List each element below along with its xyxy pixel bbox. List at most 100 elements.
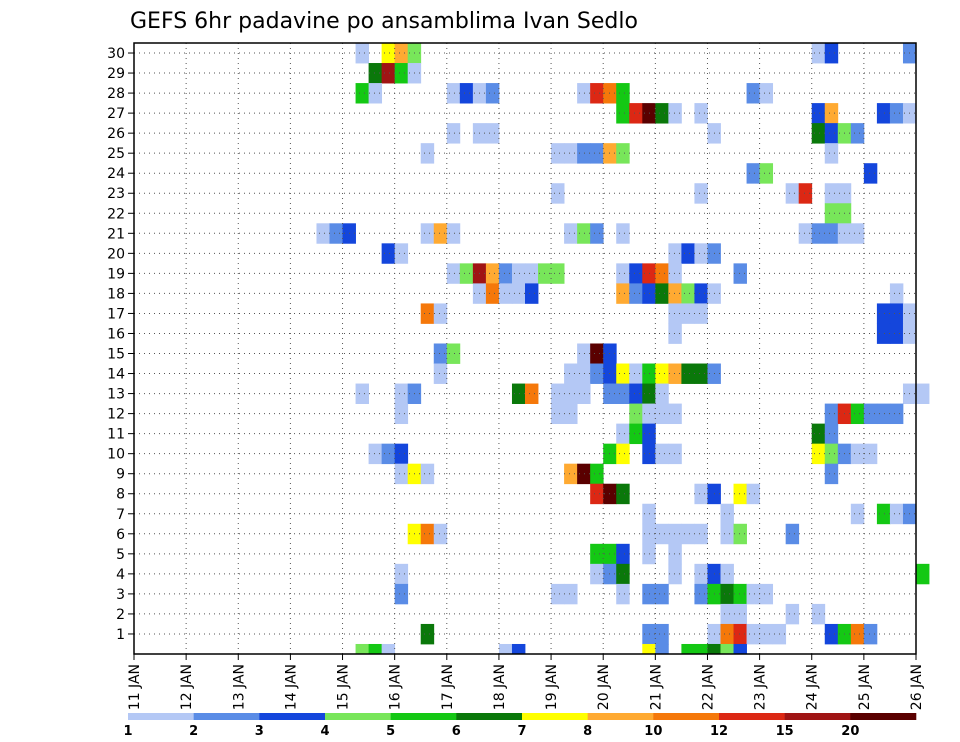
legend-label: 20 — [841, 724, 859, 739]
legend-label: 15 — [776, 724, 794, 739]
heatmap-cell — [329, 223, 343, 244]
heatmap-cell — [394, 243, 409, 264]
heatmap-cell — [590, 223, 604, 244]
heatmap-cell — [485, 123, 500, 144]
y-tick-label: 7 — [116, 507, 125, 523]
heatmap-cell — [720, 623, 734, 645]
heatmap-cell — [394, 43, 409, 64]
heatmap-cell — [668, 323, 682, 344]
heatmap-cell — [381, 63, 396, 84]
heatmap-cell — [694, 523, 708, 545]
heatmap-cells — [316, 43, 930, 655]
heatmap-cell — [655, 383, 669, 404]
heatmap-cell — [525, 383, 539, 404]
heatmap-cell — [655, 643, 669, 655]
x-tick-label: 23 JAN — [753, 664, 769, 710]
heatmap-cell — [916, 383, 930, 404]
heatmap-cell — [876, 503, 891, 525]
heatmap-cell — [564, 463, 578, 485]
x-tick-label: 18 JAN — [492, 664, 508, 710]
heatmap-cell — [368, 643, 383, 655]
heatmap-cell — [655, 403, 669, 425]
heatmap-cell — [590, 143, 604, 164]
heatmap-cell — [720, 603, 734, 625]
heatmap-cell — [355, 83, 369, 104]
heatmap-cell — [733, 583, 747, 605]
legend-swatch — [390, 713, 457, 720]
heatmap-cell — [551, 383, 565, 404]
heatmap-cell — [785, 183, 800, 204]
heatmap-cell — [629, 423, 643, 445]
heatmap-cell — [759, 163, 774, 184]
y-tick-label: 20 — [107, 246, 125, 262]
heatmap-cell — [433, 223, 448, 244]
heatmap-cell — [616, 443, 630, 465]
heatmap-cell — [511, 643, 526, 655]
legend-label: 1 — [123, 724, 132, 739]
heatmap-cell — [746, 583, 760, 605]
heatmap-cell — [420, 223, 435, 244]
heatmap-cell — [629, 263, 643, 284]
heatmap-cell — [381, 643, 396, 655]
heatmap-cell — [616, 363, 630, 384]
heatmap-cell — [394, 443, 409, 465]
heatmap-cell — [629, 383, 643, 404]
legend-label: 7 — [517, 724, 526, 739]
heatmap-cell — [668, 243, 682, 264]
heatmap-cell — [746, 163, 760, 184]
heatmap-cell — [668, 403, 682, 425]
plot-frame — [133, 42, 917, 655]
heatmap-cell — [720, 523, 734, 545]
x-tick-label: 22 JAN — [700, 664, 716, 710]
heatmap-cell — [668, 103, 682, 124]
heatmap-cell — [616, 543, 630, 565]
y-tick-label: 25 — [107, 146, 125, 162]
y-tick-label: 6 — [116, 527, 125, 543]
heatmap-cell — [590, 83, 604, 104]
y-tick-label: 10 — [107, 447, 125, 463]
heatmap-cell — [394, 563, 409, 585]
heatmap-cell — [577, 363, 591, 384]
heatmap-cell — [733, 643, 747, 655]
heatmap-cell — [616, 103, 630, 124]
heatmap-cell — [355, 43, 369, 64]
heatmap-cell — [655, 623, 669, 645]
y-tick-label: 19 — [107, 266, 125, 282]
heatmap-cell — [824, 183, 839, 204]
y-tick-label: 18 — [107, 286, 125, 302]
y-tick-label: 12 — [107, 407, 125, 423]
heatmap-cell — [668, 563, 682, 585]
heatmap-cell — [694, 643, 708, 655]
heatmap-cell — [824, 223, 839, 244]
heatmap-cell — [681, 643, 695, 655]
heatmap-cell — [876, 103, 891, 124]
heatmap-cell — [381, 243, 396, 264]
heatmap-cell — [446, 83, 461, 104]
heatmap-cell — [694, 563, 708, 585]
legend-label: 2 — [189, 724, 198, 739]
heatmap-cell — [824, 143, 839, 164]
heatmap-cell — [459, 263, 474, 284]
heatmap-cell — [316, 223, 330, 244]
heatmap-cell — [564, 363, 578, 384]
heatmap-cell — [824, 443, 839, 465]
heatmap-cell — [759, 583, 774, 605]
heatmap-cell — [616, 583, 630, 605]
y-tick-label: 11 — [107, 427, 125, 443]
x-tick-label: 19 JAN — [544, 664, 560, 710]
heatmap-cell — [420, 463, 435, 485]
x-tick-label: 16 JAN — [388, 664, 404, 710]
y-tick-label: 27 — [107, 106, 125, 122]
heatmap-cell — [394, 403, 409, 425]
heatmap-cell — [498, 283, 513, 304]
heatmap-cell — [616, 263, 630, 284]
x-tick-label: 20 JAN — [596, 664, 612, 710]
legend-swatch — [193, 713, 260, 720]
heatmap-cell — [889, 103, 904, 124]
heatmap-cell — [394, 63, 409, 84]
legend-swatch — [719, 713, 785, 720]
heatmap-cell — [551, 143, 565, 164]
heatmap-cell — [629, 103, 643, 124]
heatmap-cell — [420, 523, 435, 545]
heatmap-cell — [889, 303, 904, 324]
